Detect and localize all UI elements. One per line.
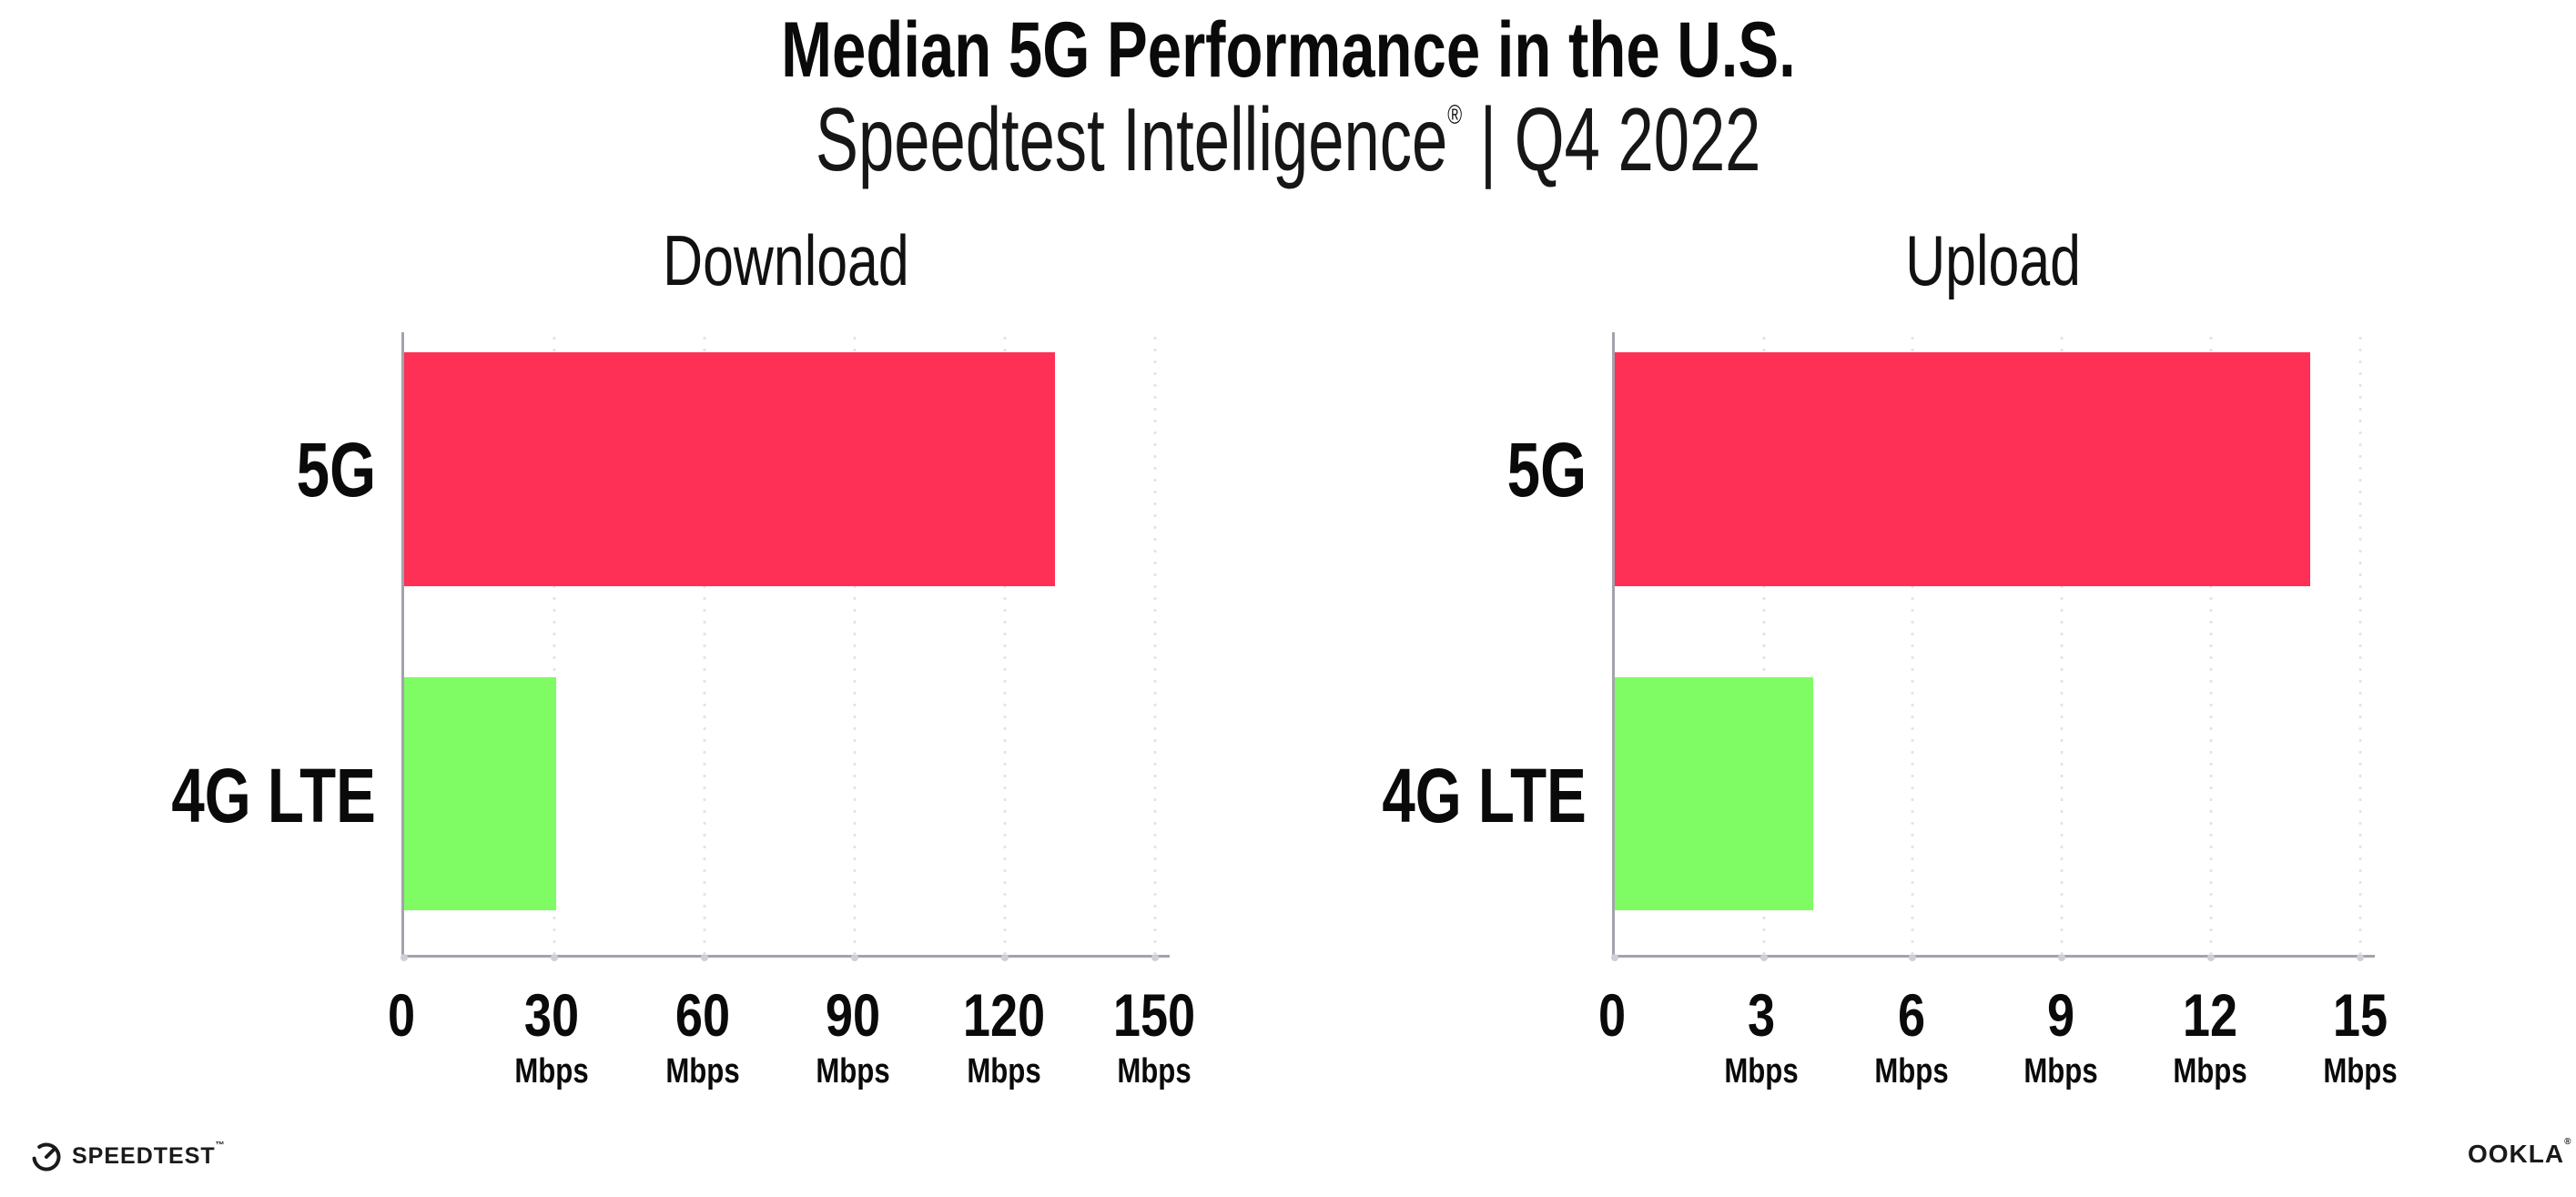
plot-area bbox=[401, 332, 1170, 961]
gridline bbox=[2358, 332, 2362, 955]
axis-tick-dot bbox=[1760, 954, 1768, 961]
x-tick-unit: Mbps bbox=[2023, 1052, 2098, 1090]
x-tick-value: 12 bbox=[2183, 981, 2238, 1049]
x-tick-label: 120 Mbps bbox=[954, 985, 1054, 1089]
category-label-5g: 5G bbox=[1506, 427, 1587, 513]
bar-5g bbox=[1615, 351, 2311, 586]
x-tick-unit: Mbps bbox=[665, 1052, 740, 1090]
x-tick-value: 3 bbox=[1748, 981, 1776, 1049]
axis-tick-dot bbox=[2356, 954, 2364, 961]
axis-tick-dot bbox=[700, 954, 708, 961]
x-tick-unit: Mbps bbox=[2322, 1052, 2398, 1090]
ookla-logo: OOKLA® bbox=[2468, 1138, 2571, 1168]
x-tick-value: 0 bbox=[387, 981, 416, 1049]
axis-tick-dot bbox=[2206, 954, 2215, 961]
page-subtitle: Speedtest Intelligence® | Q4 2022 bbox=[0, 89, 2576, 189]
plot-area bbox=[1611, 332, 2375, 961]
gridline bbox=[1762, 332, 1766, 955]
axis-tick-dot bbox=[1151, 954, 1159, 961]
x-tick-label: 60 Mbps bbox=[657, 985, 747, 1089]
x-tick-value: 6 bbox=[1897, 981, 1925, 1049]
category-label-4g-lte: 4G LTE bbox=[171, 753, 376, 839]
x-tick-unit: Mbps bbox=[2173, 1052, 2247, 1090]
subtitle-period: | Q4 2022 bbox=[1462, 89, 1761, 189]
ookla-wordmark: OOKLA bbox=[2468, 1140, 2565, 1168]
x-tick-label: 12 Mbps bbox=[2165, 985, 2256, 1089]
x-tick-unit: Mbps bbox=[967, 1052, 1041, 1090]
x-tick-value: 0 bbox=[1597, 981, 1627, 1049]
x-tick-label: 9 Mbps bbox=[2015, 985, 2105, 1089]
bar-5g bbox=[404, 351, 1055, 586]
registered-symbol: ® bbox=[2564, 1137, 2572, 1147]
axis-tick-dot bbox=[2058, 954, 2066, 961]
registered-mark: ® bbox=[1447, 100, 1463, 130]
trademark-symbol: ™ bbox=[215, 1140, 226, 1151]
axis-tick-dot bbox=[1909, 954, 1917, 961]
gridline bbox=[553, 332, 556, 955]
x-tick-value: 30 bbox=[524, 981, 580, 1049]
x-tick-value: 60 bbox=[674, 981, 731, 1049]
subtitle-brand: Speedtest Intelligence bbox=[815, 89, 1448, 189]
gridline bbox=[703, 332, 706, 955]
x-tick-label: 90 Mbps bbox=[808, 985, 898, 1089]
x-tick-label: 150 Mbps bbox=[1104, 985, 1204, 1089]
x-tick-value: 120 bbox=[962, 981, 1046, 1049]
x-tick-label: 15 Mbps bbox=[2315, 985, 2405, 1089]
download-chart: Download 5G 4G LTE 0 30 Mbps 60 Mbps 90 Mbps 12… bbox=[172, 225, 1196, 1089]
speedtest-logo: SPEEDTEST™ bbox=[30, 1140, 226, 1172]
upload-chart: Upload 5G 4G LTE 0 3 Mbps 6 Mbps 9 Mbps 12 Mbps 1… bbox=[1383, 225, 2398, 1089]
x-axis-ticks: 0 30 Mbps 60 Mbps 90 Mbps 120 Mbps 150 Mbps bbox=[388, 985, 1196, 1103]
x-tick-unit: Mbps bbox=[514, 1052, 590, 1090]
bar-4g-lte bbox=[404, 676, 556, 910]
page-title-text: Median 5G Performance in the U.S. bbox=[780, 6, 1796, 94]
category-label-4g-lte: 4G LTE bbox=[1382, 753, 1587, 839]
bar-4g-lte bbox=[1615, 676, 1814, 910]
gridline bbox=[1003, 332, 1007, 955]
chart-title-upload: Upload bbox=[1905, 220, 2082, 300]
gridline bbox=[2209, 332, 2213, 955]
x-tick-value: 9 bbox=[2046, 981, 2074, 1049]
page-title: Median 5G Performance in the U.S. bbox=[0, 7, 2576, 94]
page-subtitle-text: Speedtest Intelligence® | Q4 2022 bbox=[815, 89, 1761, 189]
gridline bbox=[853, 332, 857, 955]
axis-tick-dot bbox=[1611, 954, 1618, 961]
x-axis-ticks: 0 3 Mbps 6 Mbps 9 Mbps 12 Mbps 15 Mbps bbox=[1598, 985, 2397, 1103]
x-tick-label: 0 bbox=[1596, 985, 1629, 1045]
x-tick-unit: Mbps bbox=[816, 1052, 891, 1090]
speedtest-wordmark: SPEEDTEST™ bbox=[72, 1140, 226, 1169]
x-tick-label: 6 Mbps bbox=[1866, 985, 1956, 1089]
axis-tick-dot bbox=[401, 954, 408, 961]
x-tick-value: 15 bbox=[2332, 981, 2388, 1049]
chart-title-download: Download bbox=[662, 220, 909, 300]
x-tick-unit: Mbps bbox=[1873, 1052, 1949, 1090]
gridline bbox=[1911, 332, 1914, 955]
gridline bbox=[2060, 332, 2064, 955]
axis-tick-dot bbox=[550, 954, 558, 961]
speedtest-gauge-icon bbox=[30, 1140, 63, 1172]
x-tick-value: 150 bbox=[1113, 981, 1196, 1049]
axis-tick-dot bbox=[850, 954, 858, 961]
x-tick-unit: Mbps bbox=[1724, 1052, 1799, 1090]
x-tick-label: 30 Mbps bbox=[507, 985, 597, 1089]
category-label-5g: 5G bbox=[296, 427, 376, 513]
gridline bbox=[1153, 332, 1156, 955]
x-tick-label: 0 bbox=[385, 985, 419, 1045]
x-tick-value: 90 bbox=[826, 981, 881, 1049]
x-tick-label: 3 Mbps bbox=[1717, 985, 1807, 1089]
axis-tick-dot bbox=[1000, 954, 1009, 961]
x-tick-unit: Mbps bbox=[1117, 1052, 1192, 1090]
